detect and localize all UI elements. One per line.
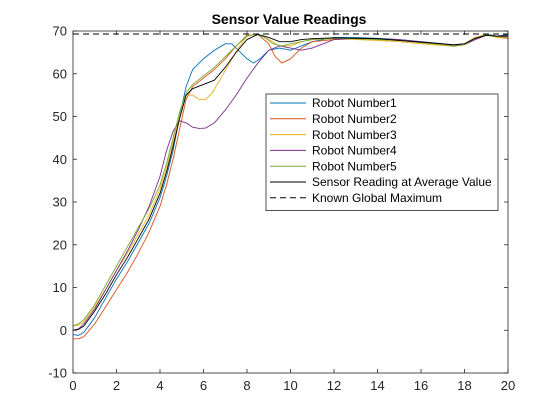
x-tick-label: 20: [501, 378, 515, 393]
x-tick-label: 0: [69, 378, 76, 393]
y-tick-label: 60: [53, 66, 67, 81]
legend-label: Known Global Maximum: [312, 191, 442, 205]
legend-label: Sensor Reading at Average Value: [312, 175, 492, 189]
x-tick-label: 16: [414, 378, 428, 393]
y-tick-label: 70: [53, 24, 67, 39]
y-tick-label: 40: [53, 152, 67, 167]
y-tick-label: 30: [53, 195, 67, 210]
legend-label: Robot Number5: [312, 159, 397, 173]
x-tick-label: 8: [243, 378, 250, 393]
x-tick-label: 12: [327, 378, 341, 393]
y-tick-label: 10: [53, 280, 67, 295]
x-tick-label: 6: [200, 378, 207, 393]
series-line-6: [72, 33, 508, 331]
legend-label: Robot Number1: [312, 96, 397, 110]
legend-label: Robot Number3: [312, 128, 397, 142]
series-line-5: [72, 33, 509, 327]
y-tick-label: 20: [53, 237, 67, 252]
x-tick-label: 10: [283, 378, 297, 393]
x-tick-label: 18: [457, 378, 471, 393]
x-tick-label: 14: [370, 378, 384, 393]
series-layer: [72, 33, 509, 340]
x-tick-label: 4: [156, 378, 163, 393]
legend-label: Robot Number4: [312, 144, 397, 158]
y-tick-label: 0: [60, 323, 67, 338]
legend-label: Robot Number2: [312, 112, 397, 126]
legend: Robot Number1 Robot Number2 Robot Number3 R…: [265, 93, 499, 211]
y-tick-label: -10: [48, 366, 67, 381]
chart-title: Sensor Value Readings: [212, 11, 367, 27]
x-tick-label: 2: [113, 378, 120, 393]
legend-box: [265, 93, 499, 211]
y-tick-label: 50: [53, 109, 67, 124]
